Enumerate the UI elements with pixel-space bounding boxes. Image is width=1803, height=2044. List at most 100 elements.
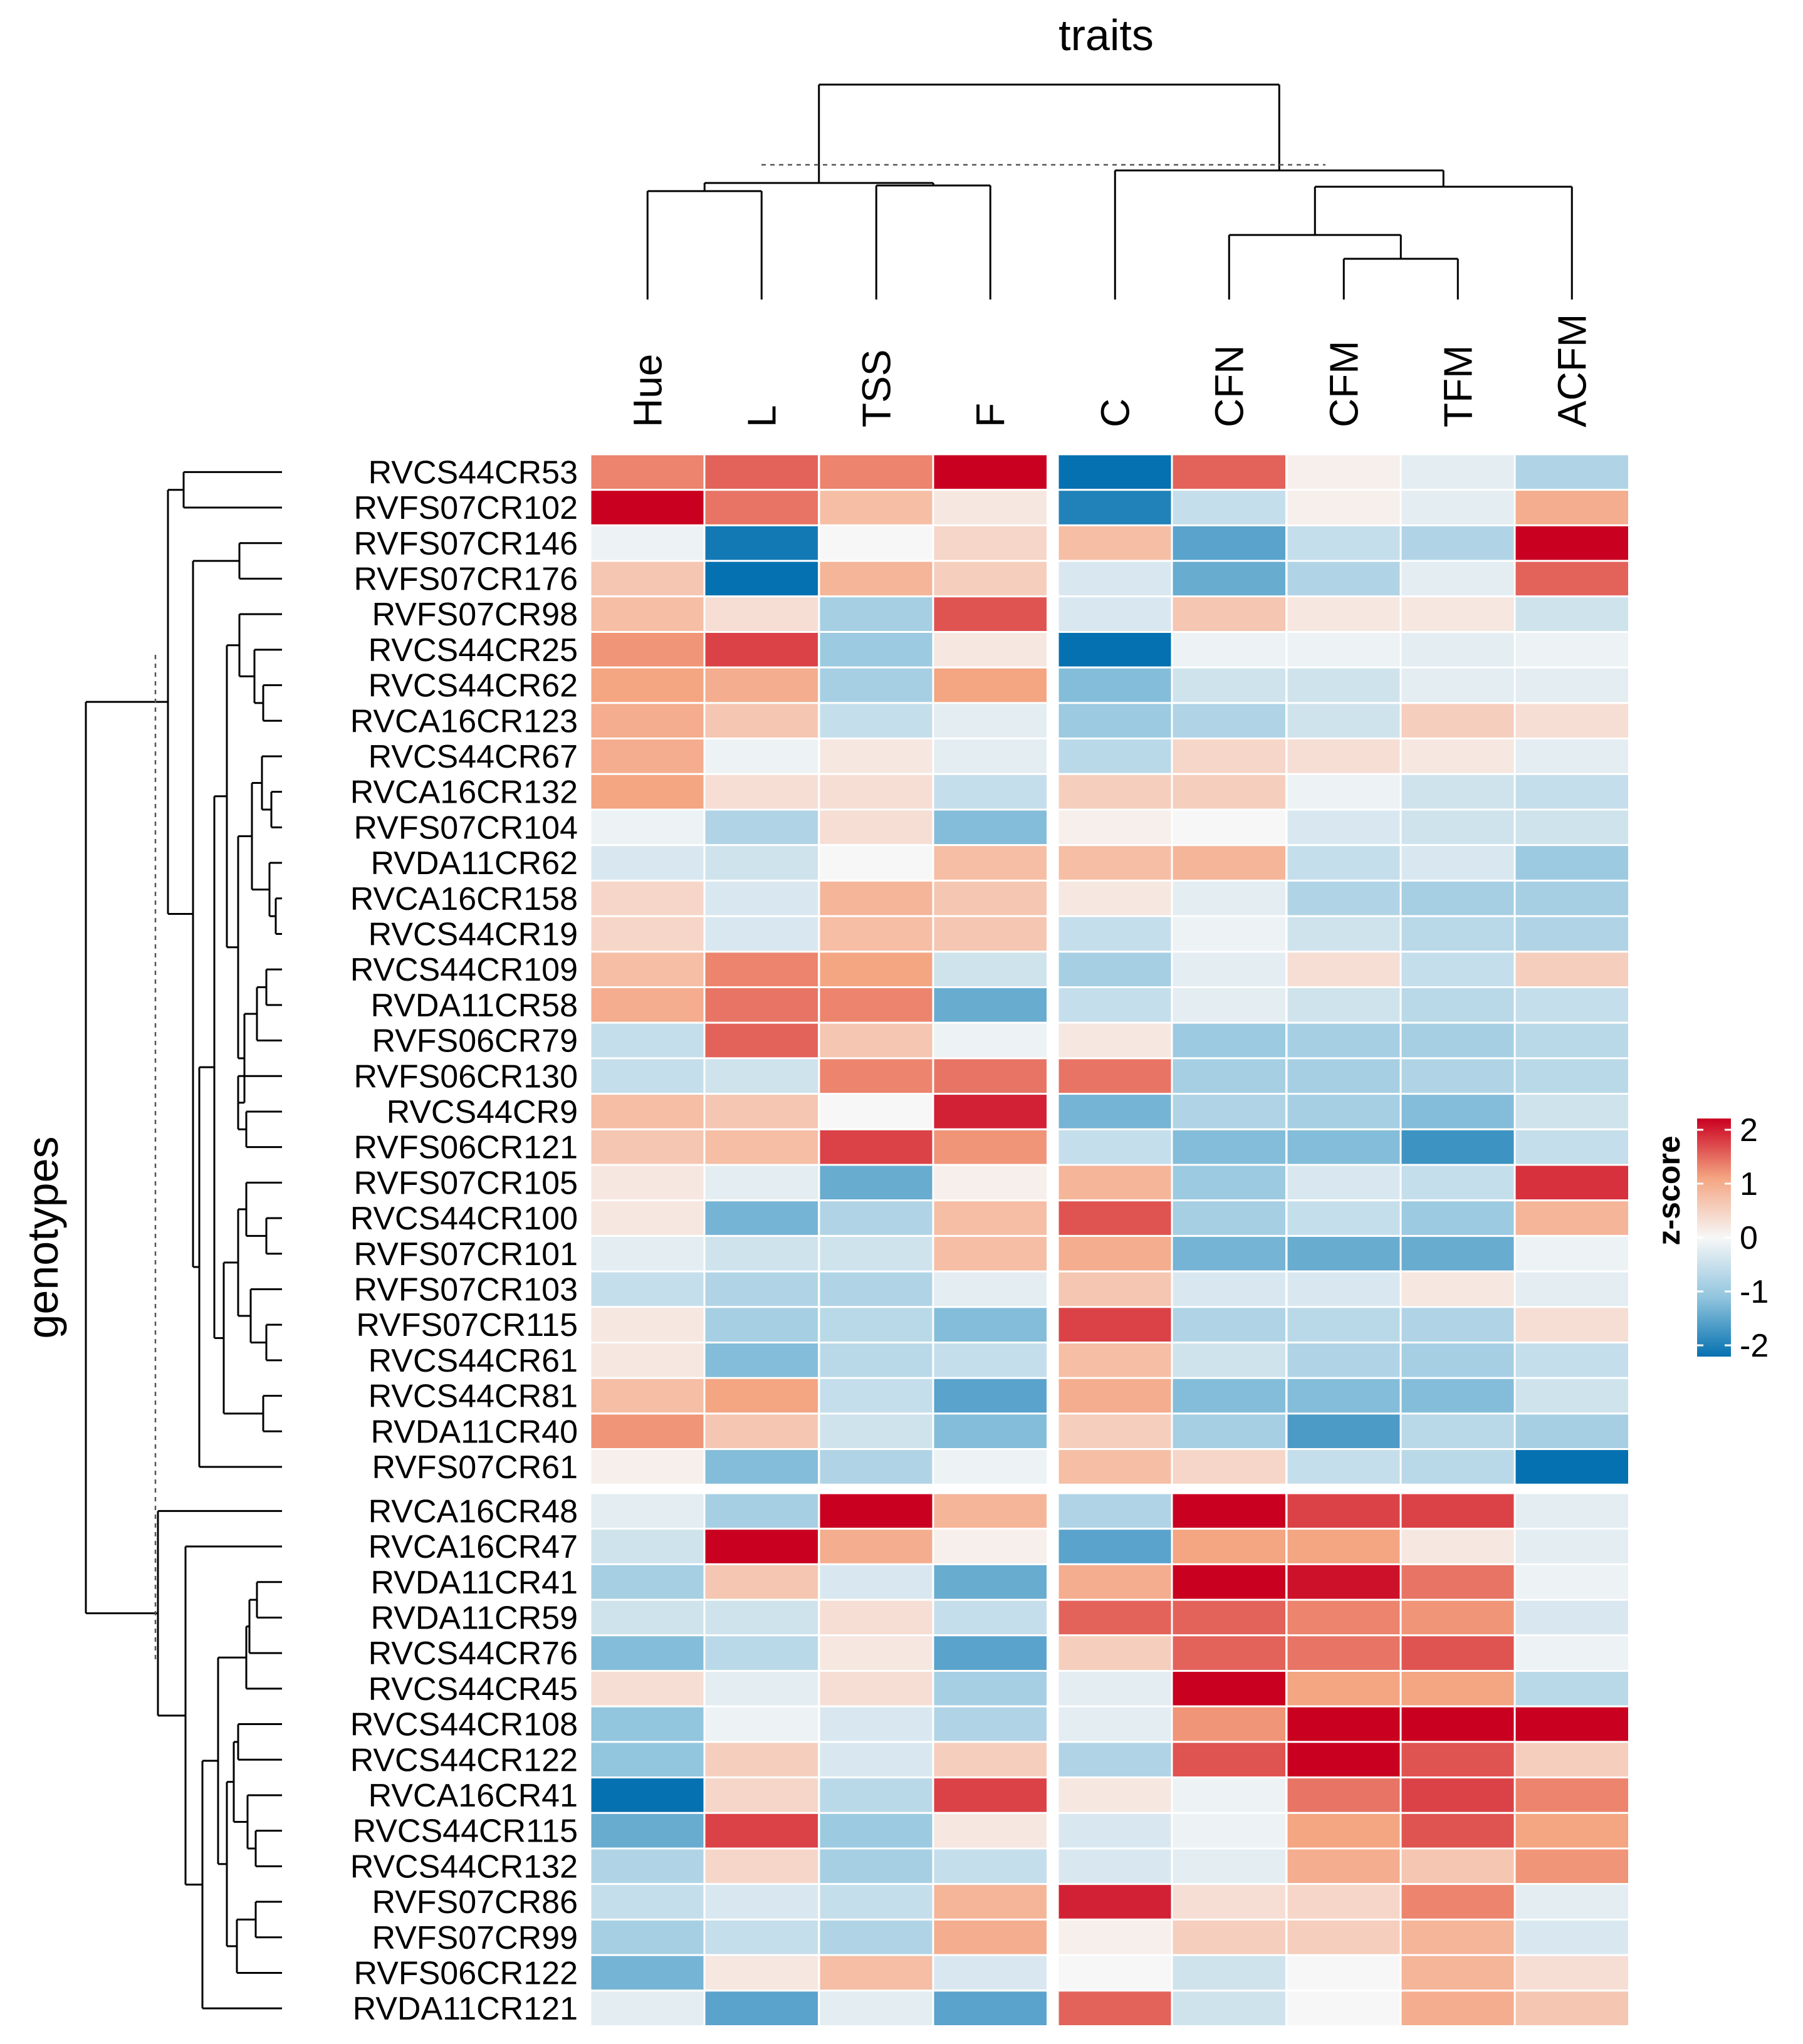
heatmap-cell — [1057, 915, 1173, 953]
color-legend: z-score 2 1 0 -1 -2 — [1651, 1112, 1769, 1364]
heatmap-cell — [818, 1234, 934, 1273]
row-label: RVCA16CR47 — [368, 1529, 578, 1565]
heatmap-cell — [1399, 1306, 1516, 1344]
heatmap-cell — [1171, 1412, 1287, 1451]
heatmap-cell — [1513, 560, 1630, 598]
heatmap-cell — [818, 1448, 934, 1486]
heatmap-cell — [932, 1563, 1048, 1601]
heatmap-cell — [703, 1128, 820, 1166]
heatmap-cell — [1513, 915, 1630, 953]
heatmap-cell — [1399, 1954, 1516, 1992]
row-label: RVCA16CR41 — [368, 1778, 578, 1814]
heatmap-cell — [1399, 1342, 1516, 1379]
row-label: RVCS44CR100 — [350, 1201, 578, 1237]
legend-tick-label: 0 — [1740, 1220, 1758, 1256]
heatmap-cell — [1399, 1705, 1516, 1743]
heatmap-cell — [589, 1270, 706, 1308]
heatmap-cell — [1171, 489, 1287, 526]
heatmap-cell — [589, 560, 706, 598]
heatmap-cell — [932, 1634, 1048, 1672]
row-label: RVDA11CR40 — [371, 1414, 578, 1450]
heatmap-cell — [1057, 666, 1173, 704]
row-label: RVFS07CR99 — [372, 1920, 578, 1956]
heatmap-cell — [1057, 1954, 1173, 1992]
heatmap-cell — [1285, 773, 1402, 811]
heatmap-cell — [818, 560, 934, 598]
heatmap-cell — [1171, 1342, 1287, 1379]
heatmap-cell — [589, 1093, 706, 1130]
row-label: RVCA16CR123 — [350, 703, 578, 739]
heatmap-cell — [1513, 1670, 1630, 1708]
column-label: CFM — [1321, 340, 1366, 427]
heatmap-cell — [1285, 1741, 1402, 1779]
heatmap-cell — [1171, 1306, 1287, 1344]
heatmap-cell — [1513, 1847, 1630, 1885]
heatmap-cell — [1057, 1199, 1173, 1237]
heatmap-cell — [1399, 844, 1516, 882]
heatmap-cell — [1285, 1492, 1402, 1530]
heatmap-cell — [1057, 560, 1173, 598]
heatmap-cell — [1057, 844, 1173, 882]
heatmap-cell — [932, 666, 1048, 704]
row-label: RVDA11CR59 — [371, 1600, 578, 1636]
heatmap-cell — [1171, 986, 1287, 1024]
heatmap-cell — [932, 1306, 1048, 1344]
heatmap-cell — [1057, 631, 1173, 669]
heatmap-cell — [818, 1918, 934, 1956]
row-label: RVCS44CR67 — [368, 739, 578, 775]
heatmap-cell — [1285, 666, 1402, 704]
heatmap-cell — [703, 1598, 820, 1637]
heatmap-cell — [703, 1377, 820, 1415]
heatmap-cell — [1285, 1812, 1402, 1850]
heatmap-cell — [703, 738, 820, 775]
y-axis-label: genotypes — [18, 1136, 67, 1338]
heatmap-cell — [818, 879, 934, 917]
heatmap-cell — [703, 951, 820, 989]
heatmap-cell — [1513, 1377, 1630, 1415]
row-label: RVCA16CR132 — [350, 774, 578, 811]
heatmap-cell — [932, 1670, 1048, 1708]
heatmap-cell — [1171, 1057, 1287, 1095]
heatmap-cell — [932, 1342, 1048, 1379]
heatmap-cell — [818, 595, 934, 633]
row-label: RVFS07CR146 — [354, 526, 578, 562]
heatmap-cell — [1285, 808, 1402, 847]
heatmap-cell — [932, 595, 1048, 633]
legend-tick-label: -2 — [1740, 1328, 1769, 1364]
heatmap-cell — [1057, 595, 1173, 633]
heatmap-cell — [1399, 560, 1516, 598]
heatmap-cell — [1285, 1776, 1402, 1814]
heatmap-cell — [1057, 1234, 1173, 1273]
heatmap-cell — [818, 1776, 934, 1814]
heatmap-cell — [1513, 595, 1630, 633]
heatmap-cell — [1171, 1199, 1287, 1237]
heatmap-cell — [1513, 702, 1630, 740]
heatmap-cell — [818, 1670, 934, 1708]
heatmap-cell — [703, 1199, 820, 1237]
heatmap-cell — [932, 524, 1048, 562]
heatmap-cells — [589, 453, 1630, 2028]
heatmap-cell — [932, 489, 1048, 526]
heatmap-cell — [589, 986, 706, 1024]
column-labels: Hue L TSS F C CFN CFM TFM ACFM — [625, 314, 1594, 427]
heatmap-cell — [1513, 1812, 1630, 1850]
row-label: RVFS07CR98 — [372, 597, 578, 633]
heatmap-cell — [703, 1741, 820, 1779]
column-label: TFM — [1435, 345, 1480, 428]
heatmap-cell — [1285, 1234, 1402, 1273]
heatmap-cell — [1171, 1918, 1287, 1956]
heatmap-cell — [932, 1021, 1048, 1060]
heatmap-cell — [932, 1776, 1048, 1814]
heatmap-cell — [703, 1412, 820, 1451]
heatmap-cell — [1171, 1563, 1287, 1601]
heatmap-cell — [1513, 631, 1630, 669]
heatmap-cell — [1171, 595, 1287, 633]
heatmap-cell — [589, 1634, 706, 1672]
heatmap-cell — [1057, 879, 1173, 917]
heatmap-cell — [589, 1812, 706, 1850]
heatmap-cell — [589, 453, 706, 491]
heatmap-cell — [932, 631, 1048, 669]
heatmap-cell — [1513, 1021, 1630, 1060]
heatmap-cell — [818, 986, 934, 1024]
heatmap-cell — [1399, 1776, 1516, 1814]
